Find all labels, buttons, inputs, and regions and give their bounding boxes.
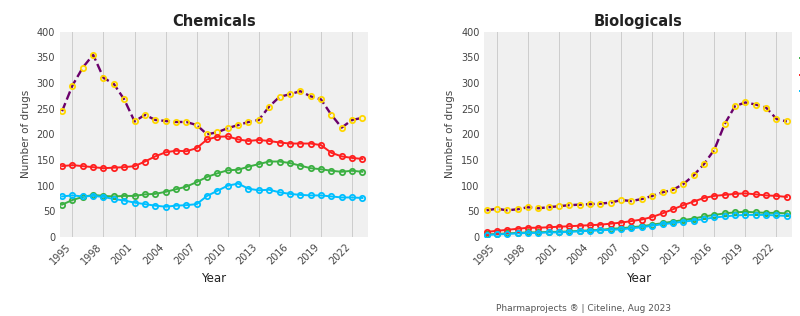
Title: Chemicals: Chemicals [172,14,256,29]
Text: Pharmaprojects ® | Citeline, Aug 2023: Pharmaprojects ® | Citeline, Aug 2023 [496,304,671,313]
Y-axis label: Number of drugs: Number of drugs [21,90,31,179]
X-axis label: Year: Year [202,272,226,285]
Title: Biologicals: Biologicals [594,14,682,29]
Y-axis label: Number of drugs: Number of drugs [446,90,455,179]
X-axis label: Year: Year [626,272,650,285]
